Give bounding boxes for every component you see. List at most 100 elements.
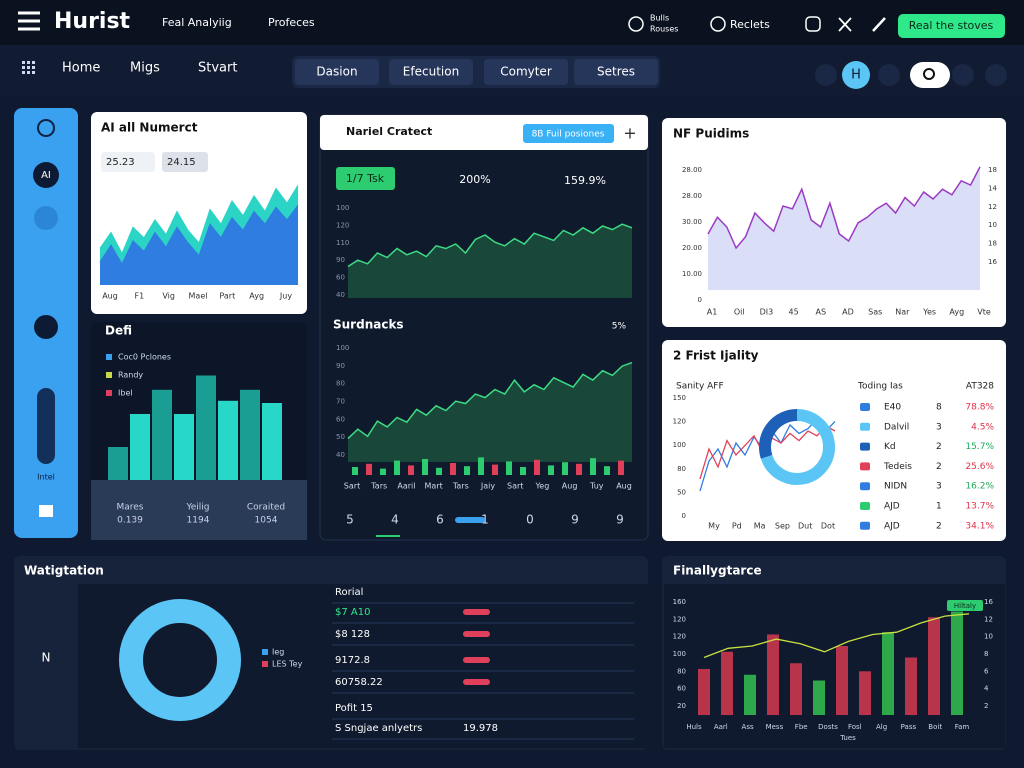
y-tick-label: 16 — [984, 598, 993, 606]
edit-icon[interactable] — [872, 17, 886, 32]
row-count: 8 — [936, 403, 942, 413]
sidebar-slider[interactable] — [37, 388, 55, 464]
sidebar-badge[interactable] — [33, 162, 59, 188]
x-tick-label: Part — [219, 292, 235, 301]
list-item: Pofit 15 — [335, 703, 373, 714]
icon-button[interactable] — [952, 64, 974, 86]
sidebar-icon[interactable] — [37, 119, 55, 137]
y-tick-label: 30.00 — [682, 218, 702, 226]
x-tick-label: Dut — [798, 522, 812, 531]
sidebar-icon[interactable] — [34, 206, 58, 230]
page-number: 1 — [481, 513, 489, 527]
sidebar-home[interactable] — [39, 505, 53, 517]
row-count: 2 — [936, 442, 942, 452]
y-tick-label: 60 — [336, 274, 345, 282]
y-tick-label: 90 — [336, 362, 345, 370]
icon-button[interactable] — [878, 64, 900, 86]
apps-icon[interactable] — [22, 61, 35, 74]
stat-value: 1194 — [187, 516, 210, 526]
y-tick-label: 16 — [988, 258, 997, 266]
volume-bar — [618, 460, 624, 475]
y-tick-label: 100 — [673, 650, 686, 658]
y-tick-label: 120 — [673, 615, 686, 623]
x-tick-label: Sas — [868, 308, 882, 317]
x-tick-label: Jaiy — [480, 482, 495, 491]
line — [99, 204, 299, 266]
x-tick-label: Aug — [616, 482, 632, 491]
y-tick-label: 70 — [336, 398, 345, 406]
icon-button[interactable] — [985, 64, 1007, 86]
select[interactable] — [101, 152, 155, 172]
pill — [463, 631, 490, 637]
cta-button[interactable] — [898, 14, 1005, 38]
bar — [951, 611, 963, 715]
legend-label: Coc0 Pclones — [118, 353, 171, 362]
row-count: 1 — [936, 502, 942, 512]
bar — [790, 663, 802, 715]
y-tick-label: 0 — [682, 512, 686, 520]
table-header: Toding Ias — [857, 382, 903, 392]
y-tick-label: 90 — [336, 256, 345, 264]
tab[interactable] — [574, 59, 658, 85]
y-tick-label: 100 — [336, 204, 349, 212]
avatar[interactable] — [842, 61, 870, 89]
search-button[interactable] — [910, 62, 950, 88]
panel-title: NF Puidims — [673, 127, 749, 141]
stat-label: Yeilig — [185, 503, 209, 513]
tab[interactable] — [295, 59, 379, 85]
total: 19.978 — [463, 723, 498, 734]
y-tick-label: 18 — [988, 166, 997, 174]
sidebar-icon[interactable] — [34, 315, 58, 339]
tab-label: Comyter — [500, 65, 552, 79]
legend-label: Randy — [118, 371, 143, 380]
row-count: 2 — [936, 521, 942, 531]
y-tick-label: 18 — [988, 240, 997, 248]
x-tick-label: Aug — [102, 292, 118, 301]
panel-title: Surdnacks — [333, 318, 404, 332]
y-tick-label: 20.00 — [682, 244, 702, 252]
bar — [174, 414, 194, 480]
y-tick-label: 50 — [677, 488, 686, 496]
menu-icon[interactable] — [18, 11, 40, 31]
bar — [196, 375, 216, 480]
page-number: 4 — [391, 513, 399, 527]
list-item: $7 A10 — [335, 607, 370, 618]
tab[interactable] — [484, 59, 568, 85]
volume-bar — [464, 466, 470, 475]
y-tick-label: 110 — [336, 239, 349, 247]
info-icon[interactable] — [628, 16, 644, 32]
panel-button[interactable] — [523, 124, 614, 143]
y-tick-label: 120 — [673, 418, 686, 426]
x-tick-label: AD — [842, 308, 854, 317]
page-number: 5 — [346, 513, 354, 527]
add-button[interactable]: + — [623, 124, 636, 143]
row-icon — [860, 462, 870, 471]
globe-icon[interactable] — [710, 16, 726, 32]
close-icon[interactable] — [838, 17, 852, 32]
panel-title: AI all Numerct — [101, 121, 198, 135]
row-name: AJD — [884, 521, 900, 531]
line — [703, 613, 970, 659]
badge — [947, 600, 983, 611]
legend-swatch — [262, 661, 268, 667]
stats-strip — [91, 480, 307, 540]
page-number: 0 — [526, 513, 534, 527]
volume-bar — [604, 466, 610, 475]
ring-segment — [760, 409, 835, 485]
tab[interactable] — [389, 59, 473, 85]
page-number: 9 — [616, 513, 624, 527]
home-icon[interactable] — [805, 16, 821, 32]
breadcrumb: Feal Analyiig — [162, 16, 232, 29]
icon-button[interactable] — [815, 64, 837, 86]
panel-title: Defi — [105, 324, 132, 338]
x-tick-label: AS — [816, 308, 827, 317]
row-name: Tedeis — [883, 462, 912, 472]
cta-label: Real the stoves — [909, 19, 994, 32]
list-item: Rorial — [335, 587, 363, 598]
row-icon — [860, 502, 870, 510]
select[interactable] — [162, 152, 208, 172]
y-tick-label: 120 — [673, 633, 686, 641]
x-tick-label: Ayg — [949, 308, 964, 317]
donut — [119, 599, 241, 721]
